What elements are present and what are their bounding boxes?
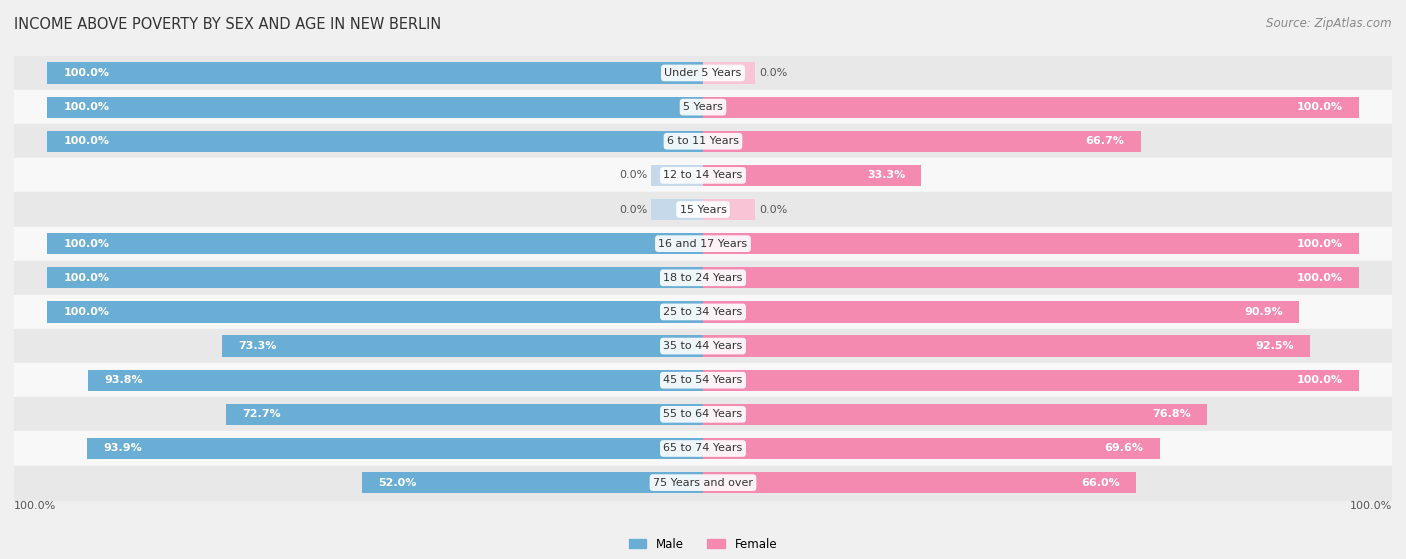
Bar [361, 472, 703, 493]
Bar [46, 301, 703, 323]
Bar [703, 97, 1360, 118]
Text: 15 Years: 15 Years [679, 205, 727, 215]
Text: 100.0%: 100.0% [1296, 102, 1343, 112]
Bar [703, 131, 1140, 152]
Bar [87, 369, 703, 391]
Text: 25 to 34 Years: 25 to 34 Years [664, 307, 742, 317]
Text: 100.0%: 100.0% [63, 307, 110, 317]
Text: 6 to 11 Years: 6 to 11 Years [666, 136, 740, 146]
Text: 45 to 54 Years: 45 to 54 Years [664, 375, 742, 385]
Text: 100.0%: 100.0% [63, 136, 110, 146]
Bar [14, 90, 1392, 124]
Bar [14, 329, 1392, 363]
Text: 35 to 44 Years: 35 to 44 Years [664, 341, 742, 351]
Text: 100.0%: 100.0% [63, 68, 110, 78]
Text: 0.0%: 0.0% [619, 170, 647, 181]
Bar [703, 63, 755, 83]
Bar [46, 97, 703, 118]
Text: 72.7%: 72.7% [242, 409, 281, 419]
Bar [14, 397, 1392, 432]
Text: 66.7%: 66.7% [1085, 136, 1125, 146]
Text: 16 and 17 Years: 16 and 17 Years [658, 239, 748, 249]
Text: INCOME ABOVE POVERTY BY SEX AND AGE IN NEW BERLIN: INCOME ABOVE POVERTY BY SEX AND AGE IN N… [14, 17, 441, 32]
Text: 100.0%: 100.0% [14, 501, 56, 511]
Text: 69.6%: 69.6% [1104, 443, 1143, 453]
Text: 93.8%: 93.8% [104, 375, 142, 385]
Text: Source: ZipAtlas.com: Source: ZipAtlas.com [1267, 17, 1392, 30]
Text: 0.0%: 0.0% [619, 205, 647, 215]
Text: 100.0%: 100.0% [1296, 273, 1343, 283]
Bar [651, 199, 703, 220]
Bar [703, 233, 1360, 254]
Text: 73.3%: 73.3% [239, 341, 277, 351]
Bar [14, 432, 1392, 466]
Bar [226, 404, 703, 425]
Text: 5 Years: 5 Years [683, 102, 723, 112]
Text: 33.3%: 33.3% [868, 170, 905, 181]
Bar [703, 369, 1360, 391]
Text: 92.5%: 92.5% [1256, 341, 1294, 351]
Bar [703, 301, 1299, 323]
Text: 100.0%: 100.0% [1296, 375, 1343, 385]
Text: 100.0%: 100.0% [63, 273, 110, 283]
Bar [46, 267, 703, 288]
Text: Under 5 Years: Under 5 Years [665, 68, 741, 78]
Text: 12 to 14 Years: 12 to 14 Years [664, 170, 742, 181]
Text: 90.9%: 90.9% [1244, 307, 1284, 317]
Text: 76.8%: 76.8% [1152, 409, 1191, 419]
Bar [14, 56, 1392, 90]
Bar [46, 131, 703, 152]
Bar [14, 226, 1392, 260]
Bar [703, 199, 755, 220]
Bar [14, 260, 1392, 295]
Text: 52.0%: 52.0% [378, 477, 416, 487]
Text: 18 to 24 Years: 18 to 24 Years [664, 273, 742, 283]
Bar [703, 404, 1206, 425]
Bar [46, 233, 703, 254]
Text: 93.9%: 93.9% [103, 443, 142, 453]
Bar [14, 192, 1392, 226]
Bar [46, 63, 703, 83]
Text: 100.0%: 100.0% [63, 102, 110, 112]
Bar [14, 295, 1392, 329]
Text: 55 to 64 Years: 55 to 64 Years [664, 409, 742, 419]
Bar [703, 267, 1360, 288]
Bar [222, 335, 703, 357]
Bar [703, 472, 1136, 493]
Bar [703, 438, 1160, 459]
Text: 100.0%: 100.0% [63, 239, 110, 249]
Text: 65 to 74 Years: 65 to 74 Years [664, 443, 742, 453]
Bar [87, 438, 703, 459]
Text: 0.0%: 0.0% [759, 68, 787, 78]
Bar [703, 335, 1310, 357]
Bar [14, 466, 1392, 500]
Text: 100.0%: 100.0% [1350, 501, 1392, 511]
Bar [14, 363, 1392, 397]
Text: 100.0%: 100.0% [1296, 239, 1343, 249]
Bar [14, 158, 1392, 192]
Text: 66.0%: 66.0% [1081, 477, 1119, 487]
Legend: Male, Female: Male, Female [624, 533, 782, 555]
Text: 75 Years and over: 75 Years and over [652, 477, 754, 487]
Text: 0.0%: 0.0% [759, 205, 787, 215]
Bar [651, 165, 703, 186]
Bar [14, 124, 1392, 158]
Bar [703, 165, 921, 186]
